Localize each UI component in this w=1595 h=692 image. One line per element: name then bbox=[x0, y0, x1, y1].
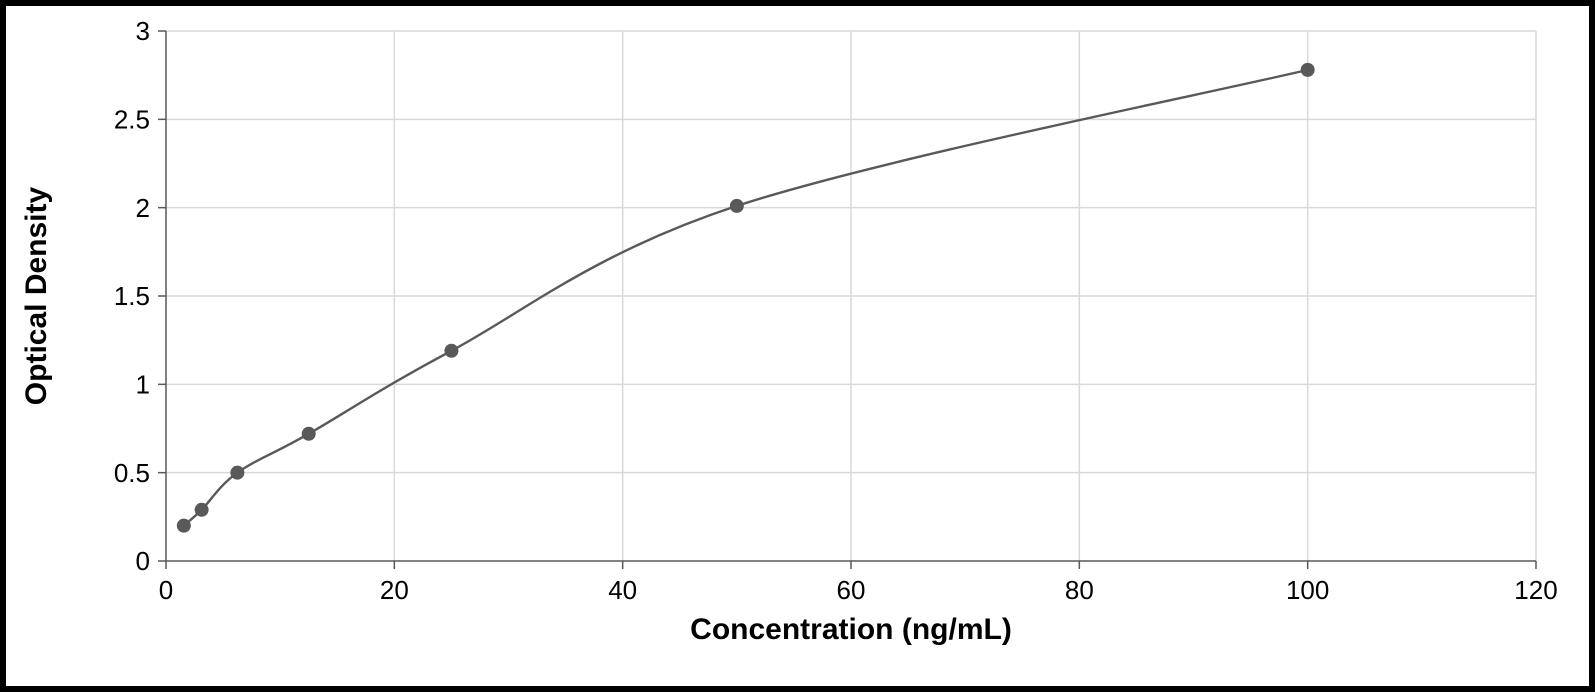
y-axis-label: Optical Density bbox=[20, 186, 53, 405]
y-tick-label: 1 bbox=[136, 369, 150, 399]
data-point bbox=[1301, 63, 1315, 77]
y-tick-label: 3 bbox=[136, 16, 150, 46]
chart-container: 0 20 40 60 80 100 120 0 0.5 1 1.5 2 2.5 3 Concentratio… bbox=[6, 6, 1589, 686]
y-tick-label: 2.5 bbox=[114, 104, 150, 134]
x-tick-label: 40 bbox=[608, 575, 637, 605]
data-point bbox=[444, 344, 458, 358]
data-point bbox=[195, 503, 209, 517]
data-point bbox=[730, 199, 744, 213]
series-line bbox=[184, 70, 1308, 526]
x-tick-label: 120 bbox=[1514, 575, 1557, 605]
y-tick-label: 1.5 bbox=[114, 281, 150, 311]
data-point bbox=[230, 466, 244, 480]
y-tick-label: 0.5 bbox=[114, 458, 150, 488]
x-tick-label: 60 bbox=[837, 575, 866, 605]
y-tick-label: 2 bbox=[136, 193, 150, 223]
chart-frame: 0 20 40 60 80 100 120 0 0.5 1 1.5 2 2.5 3 Concentratio… bbox=[0, 0, 1595, 692]
x-tick-label: 0 bbox=[159, 575, 173, 605]
y-tick-label: 0 bbox=[136, 546, 150, 576]
x-tick-label: 80 bbox=[1065, 575, 1094, 605]
x-tick-label: 100 bbox=[1286, 575, 1329, 605]
data-point bbox=[302, 427, 316, 441]
x-tick-label: 20 bbox=[380, 575, 409, 605]
x-axis-label: Concentration (ng/mL) bbox=[690, 613, 1012, 646]
data-point bbox=[177, 519, 191, 533]
chart-svg: 0 20 40 60 80 100 120 0 0.5 1 1.5 2 2.5 3 Concentratio… bbox=[6, 6, 1589, 686]
